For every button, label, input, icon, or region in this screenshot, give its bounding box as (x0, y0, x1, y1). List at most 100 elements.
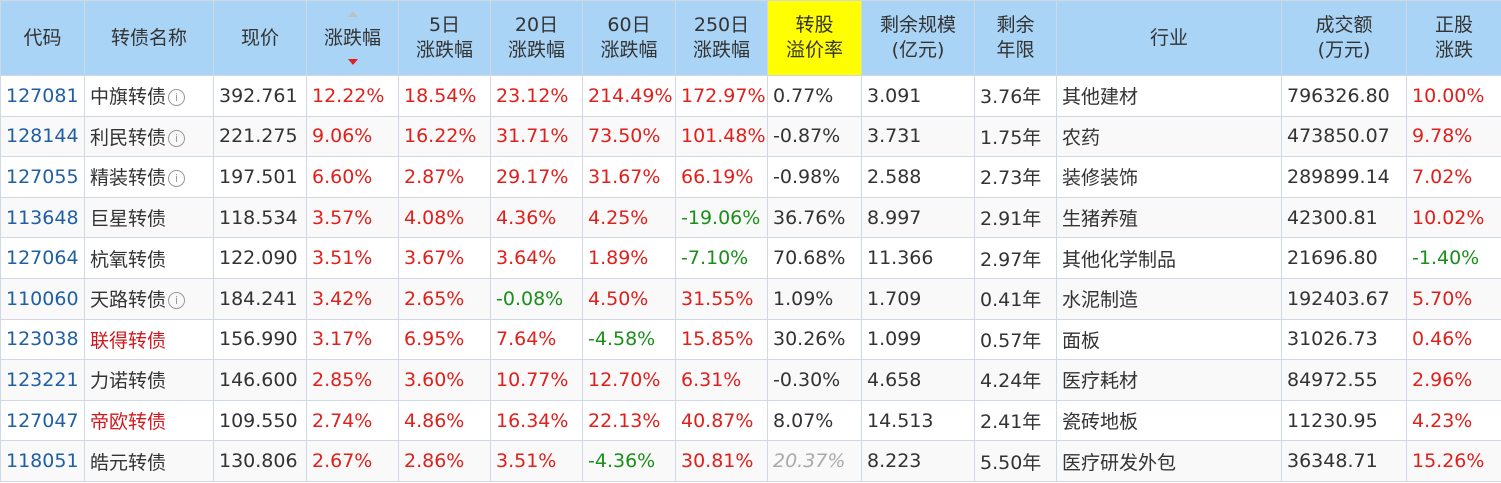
bond-code-link-text[interactable]: 123221 (6, 368, 79, 391)
bond-code-link-text[interactable]: 127047 (6, 409, 79, 432)
info-icon[interactable]: i (168, 292, 186, 310)
table-row[interactable]: 127064 杭氧转债 122.090 3.51% 3.67% 3.64% 1.89% -7.… (0, 237, 1501, 279)
bond-code-link[interactable]: 127081 (0, 75, 85, 117)
col-header-20d-change[interactable]: 20日 涨跌幅 (490, 0, 583, 76)
bond-name[interactable]: 巨星转债 (84, 196, 214, 239)
bond-name[interactable]: 联得转债 (84, 318, 214, 361)
bond-code-link-text[interactable]: 123038 (6, 328, 79, 351)
years-cell: 3.76年 (974, 75, 1057, 117)
col-header-name[interactable]: 转债名称 (84, 0, 214, 76)
bond-name-text[interactable]: 精装转债 (90, 167, 167, 190)
bond-name-text[interactable]: 天路转债 (90, 289, 167, 312)
bond-code-link-text[interactable]: 128144 (6, 125, 79, 148)
industry-cell: 其他建材 (1056, 75, 1282, 117)
table-row[interactable]: 127047 帝欧转债 109.550 2.74% 4.86% 16.34% 22.13% 4… (0, 399, 1501, 442)
bond-name-text[interactable]: 皓元转债 (90, 451, 167, 474)
bond-code-link[interactable]: 128144 (0, 115, 85, 158)
volume-cell: 36348.71 (1281, 440, 1407, 482)
premium-cell-text: 70.68% (773, 247, 846, 270)
bond-name[interactable]: 利民转债 i (84, 115, 214, 158)
bond-name-text[interactable]: 力诺转债 (90, 370, 167, 393)
col-header-change[interactable]: 涨跌幅 (306, 0, 399, 76)
premium-cell: 20.37% (767, 440, 862, 482)
bond-code-link-text[interactable]: 127064 (6, 247, 79, 270)
volume-cell: 21696.80 (1281, 237, 1407, 279)
bond-name-text[interactable]: 杭氧转债 (90, 248, 167, 271)
volume-cell-text: 192403.67 (1287, 287, 1390, 310)
table-row[interactable]: 118051 皓元转债 130.806 2.67% 2.86% 3.51% -4.36% 30… (0, 440, 1501, 482)
change-cell: 9.06% (306, 115, 399, 158)
col-header-60d-change[interactable]: 60日 涨跌幅 (582, 0, 676, 76)
bond-code-link[interactable]: 123038 (0, 318, 85, 361)
info-icon[interactable]: i (168, 129, 186, 147)
bond-code-link[interactable]: 113648 (0, 196, 85, 239)
bond-code-link[interactable]: 127064 (0, 237, 85, 279)
bond-name[interactable]: 天路转债 i (84, 277, 214, 320)
volume-cell-text: 796326.80 (1287, 84, 1390, 107)
bond-code-link-text[interactable]: 127081 (6, 84, 79, 107)
table-row[interactable]: 123221 力诺转债 146.600 2.85% 3.60% 10.77% 12.70% 6… (0, 359, 1501, 401)
industry-cell: 医疗耗材 (1056, 359, 1282, 401)
bond-code-link[interactable]: 127055 (0, 156, 85, 198)
sort-asc-icon[interactable] (347, 11, 358, 17)
col-header-5d-change[interactable]: 5日 涨跌幅 (398, 0, 491, 76)
bond-code-link-text[interactable]: 127055 (6, 165, 79, 188)
scale-cell: 3.731 (861, 115, 975, 158)
bond-code-link-text[interactable]: 113648 (6, 206, 79, 229)
scale-cell-text: 2.588 (867, 165, 922, 188)
col-header-250d-change[interactable]: 250日 涨跌幅 (675, 0, 768, 76)
bond-name[interactable]: 皓元转债 (84, 440, 214, 482)
bond-code-link-text[interactable]: 110060 (6, 287, 79, 310)
bond-name-text[interactable]: 利民转债 (90, 126, 167, 149)
bond-code-link-text[interactable]: 118051 (6, 450, 79, 473)
table-row[interactable]: 127055 精装转债 i 197.501 6.60% 2.87% 29.17% 31.67%… (0, 156, 1501, 198)
industry-cell-text: 水泥制造 (1062, 289, 1139, 312)
table-row[interactable]: 113648 巨星转债 118.534 3.57% 4.08% 4.36% 4.25% -19… (0, 196, 1501, 239)
change-20d-cell-text: -0.08% (496, 287, 564, 310)
change-60d-cell-text: 12.70% (588, 368, 661, 391)
sort-desc-icon[interactable] (347, 59, 358, 65)
scale-cell: 1.099 (861, 318, 975, 361)
bond-name-text[interactable]: 帝欧转债 (90, 411, 167, 434)
bond-name[interactable]: 精装转债 i (84, 156, 214, 198)
bond-name[interactable]: 中旗转债 i (84, 75, 214, 117)
scale-cell-text: 11.366 (867, 247, 934, 270)
change-cell: 2.85% (306, 359, 399, 401)
info-icon[interactable]: i (168, 89, 186, 107)
bond-name-text[interactable]: 巨星转债 (90, 208, 167, 231)
volume-cell: 289899.14 (1281, 156, 1407, 198)
bond-name[interactable]: 力诺转债 (84, 359, 214, 401)
stock-change-cell: 9.78% (1406, 115, 1501, 158)
stock-change-cell: -1.40% (1406, 237, 1501, 279)
change-20d-cell: 31.71% (490, 115, 583, 158)
table-row[interactable]: 110060 天路转债 i 184.241 3.42% 2.65% -0.08% 4.50% 3… (0, 277, 1501, 320)
bond-name-text[interactable]: 中旗转债 (90, 86, 167, 109)
col-header-industry[interactable]: 行业 (1056, 0, 1282, 76)
bond-code-link[interactable]: 123221 (0, 359, 85, 401)
change-5d-cell: 6.95% (398, 318, 491, 361)
col-header-code[interactable]: 代码 (0, 0, 85, 76)
bond-name[interactable]: 帝欧转债 (84, 399, 214, 442)
col-header-remaining-scale[interactable]: 剩余规模 (亿元) (861, 0, 975, 76)
col-header-conversion-premium[interactable]: 转股 溢价率 (767, 0, 862, 76)
col-header-price[interactable]: 现价 (213, 0, 307, 76)
table-row[interactable]: 128144 利民转债 i 221.275 9.06% 16.22% 31.71% 73.50… (0, 115, 1501, 158)
info-icon[interactable]: i (168, 170, 186, 188)
price-cell: 197.501 (213, 156, 307, 198)
change-60d-cell: 1.89% (582, 237, 676, 279)
table-row[interactable]: 127081 中旗转债 i 392.761 12.22% 18.54% 23.12% 214.… (0, 75, 1501, 117)
col-header-remaining-years[interactable]: 剩余 年限 (974, 0, 1057, 76)
bond-name-text[interactable]: 联得转债 (90, 329, 167, 352)
table-row[interactable]: 123038 联得转债 156.990 3.17% 6.95% 7.64% -4.58% 15… (0, 318, 1501, 361)
price-cell: 118.534 (213, 196, 307, 239)
bond-name[interactable]: 杭氧转债 (84, 237, 214, 279)
col-header-volume[interactable]: 成交额 (万元) (1281, 0, 1407, 76)
stock-change-cell-text: 15.26% (1412, 450, 1485, 473)
bond-code-link[interactable]: 118051 (0, 440, 85, 482)
stock-change-cell-text: -1.40% (1412, 247, 1480, 270)
col-header-stock-change[interactable]: 正股 涨跌 (1406, 0, 1501, 76)
bond-code-link[interactable]: 127047 (0, 399, 85, 442)
scale-cell: 8.997 (861, 196, 975, 239)
bond-code-link[interactable]: 110060 (0, 277, 85, 320)
change-20d-cell-text: 23.12% (496, 84, 569, 107)
